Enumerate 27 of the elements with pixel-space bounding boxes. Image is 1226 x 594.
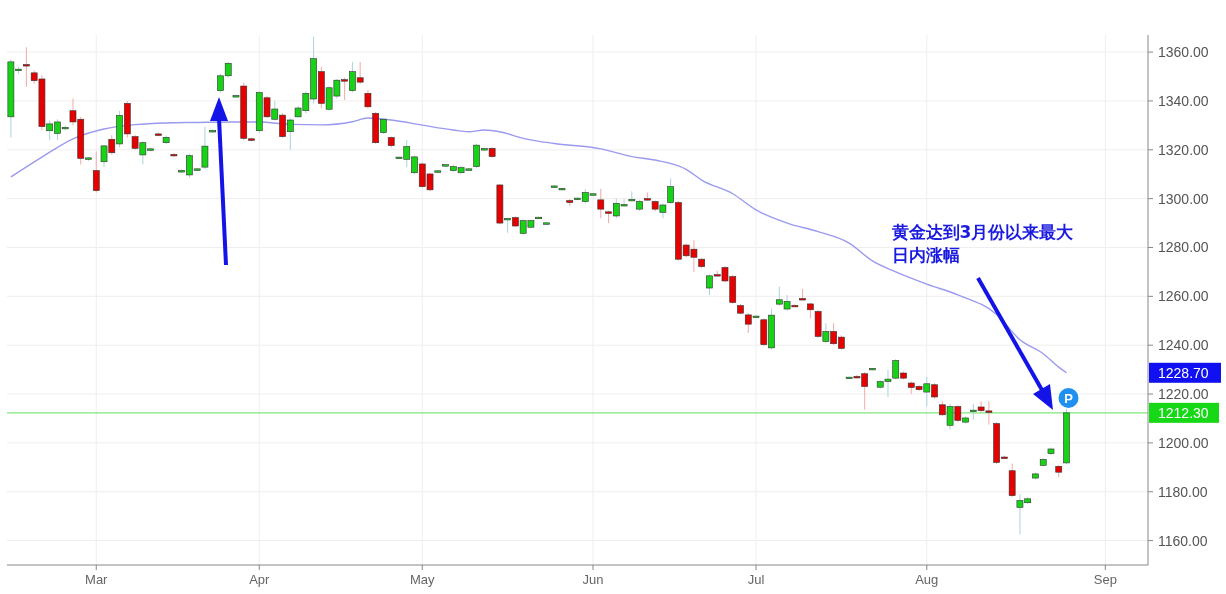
x-tick-label: Jul: [747, 572, 765, 587]
candlestick: [597, 188, 605, 219]
x-tick-label: Apr: [249, 572, 271, 587]
y-tick-label: 1160.00: [1158, 532, 1208, 549]
y-tick-label: 1260.00: [1158, 288, 1209, 305]
y-tick-label: 1200.00: [1158, 434, 1209, 451]
ref-line-label: 1212.30: [1158, 404, 1209, 421]
y-tick-label: 1240.00: [1158, 337, 1209, 354]
y-tick-label: 1360.00: [1158, 44, 1209, 61]
annotation: P: [1064, 391, 1074, 407]
x-tick-label: Mar: [85, 572, 109, 587]
x-tick-label: Sep: [1093, 572, 1117, 587]
text: 1228.70: [1158, 364, 1209, 381]
candlestick: [92, 151, 100, 194]
y-tick-label: 1320.00: [1158, 141, 1209, 158]
x-tick-label: Aug: [915, 572, 939, 587]
annotation: 黄金达到3月份以来最大日内涨幅: [890, 221, 1075, 265]
x-tick-label: Jun: [582, 572, 604, 587]
candlestick: [364, 89, 372, 109]
candlestick: [23, 46, 30, 88]
y-tick-label: 1280.00: [1158, 239, 1209, 256]
x-tick-label: May: [409, 572, 436, 587]
y-tick-label: 1300.00: [1158, 190, 1209, 207]
candlestick: [201, 126, 209, 170]
y-tick-label: 1180.00: [1158, 483, 1208, 500]
y-tick-label: 1340.00: [1158, 92, 1209, 109]
y-tick-label: 1220.00: [1158, 386, 1209, 403]
